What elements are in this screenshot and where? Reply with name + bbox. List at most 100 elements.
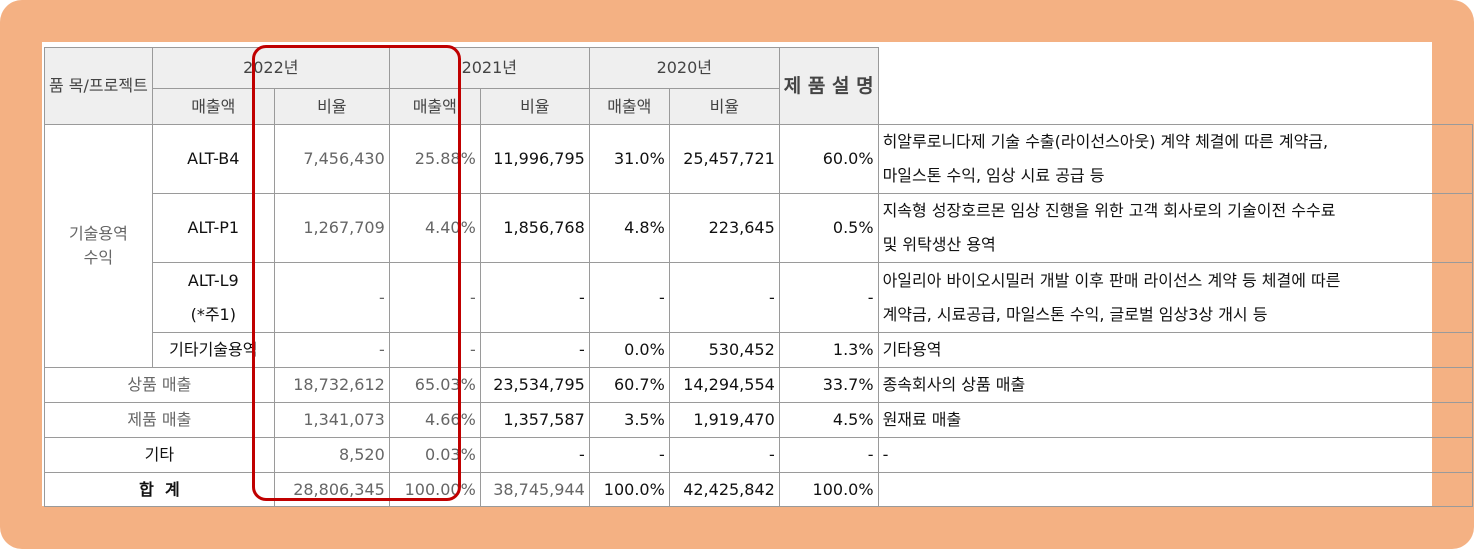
value-cell: 8,520 bbox=[273, 437, 390, 473]
text: 비율 bbox=[520, 96, 550, 116]
text: 히알루로니다제 기술 수출(라이선스아웃) 계약 체결에 따른 계약금, bbox=[882, 132, 1329, 151]
value-cell: 1,357,587 bbox=[479, 402, 590, 438]
text: 수익 bbox=[83, 248, 114, 267]
text: 계약금, 시료공급, 마일스톤 수익, 글로벌 임상3상 개시 등 bbox=[882, 304, 1268, 324]
text: - bbox=[379, 340, 385, 359]
text: 0.5% bbox=[832, 218, 874, 237]
value-cell: 31.0% bbox=[588, 124, 670, 194]
text: 매출액 bbox=[412, 96, 457, 116]
text: 11,996,795 bbox=[493, 149, 585, 168]
text: 60.7% bbox=[613, 375, 665, 394]
item-cell: 제품 매출 bbox=[44, 402, 275, 438]
text: - bbox=[470, 340, 476, 359]
text: ALT-L9 bbox=[187, 270, 239, 290]
text: 1.3% bbox=[832, 340, 874, 359]
highlight-box bbox=[252, 45, 461, 501]
text: - bbox=[867, 445, 874, 464]
value-cell: 4.8% bbox=[588, 193, 670, 263]
text: 4.40% bbox=[424, 218, 476, 237]
value-cell: - bbox=[479, 332, 590, 368]
text: 1,357,587 bbox=[503, 410, 585, 429]
text: 42,425,842 bbox=[683, 479, 775, 499]
description-header: 제 품 설 명 bbox=[778, 47, 879, 125]
text: 8,520 bbox=[338, 445, 385, 464]
value-cell: - bbox=[588, 437, 670, 473]
value-cell: 14,294,554 bbox=[668, 367, 780, 403]
text: 4.5% bbox=[832, 410, 874, 429]
value-cell: 38,745,944 bbox=[479, 472, 590, 507]
text: 2022년 bbox=[243, 58, 299, 77]
text: - bbox=[379, 287, 385, 307]
text: - bbox=[470, 287, 476, 307]
item-cell: 기타 bbox=[44, 437, 275, 473]
text: - bbox=[882, 445, 889, 464]
year-header: 2020년 bbox=[588, 47, 780, 89]
value-cell: - bbox=[668, 437, 780, 473]
value-cell: 0.5% bbox=[778, 193, 879, 263]
text: 3.5% bbox=[624, 410, 665, 429]
sales-header: 매출액 bbox=[588, 88, 670, 125]
text: 100.0% bbox=[603, 479, 665, 499]
text: 1,856,768 bbox=[503, 218, 585, 237]
row: 합 계 28,806,345 100.00% 38,745,944 100.0% 42,4… bbox=[44, 472, 1473, 507]
text: 비율 bbox=[709, 96, 740, 116]
text: 4.66% bbox=[424, 410, 476, 429]
value-cell: 60.7% bbox=[588, 367, 670, 403]
description-cell bbox=[877, 472, 1473, 507]
text: 60.0% bbox=[822, 149, 874, 168]
text: 지속형 성장호르몬 임상 진행을 위한 고객 회사로의 기술이전 수수료 bbox=[882, 201, 1336, 220]
value-cell: 530,452 bbox=[668, 332, 780, 368]
description-cell: 원재료 매출 bbox=[877, 402, 1473, 438]
value-cell: - bbox=[388, 332, 481, 368]
value-cell: 223,645 bbox=[668, 193, 780, 263]
value-cell: - bbox=[273, 262, 390, 333]
text: - bbox=[579, 287, 585, 307]
text: 4.8% bbox=[624, 218, 665, 237]
text: 및 위탁생산 용역 bbox=[882, 235, 996, 254]
text: - bbox=[579, 340, 585, 359]
text: 2021년 bbox=[461, 58, 518, 77]
text: - bbox=[659, 445, 665, 464]
text: 7,456,430 bbox=[303, 149, 385, 168]
text: 비율 bbox=[317, 96, 347, 116]
total-label: 합 계 bbox=[44, 472, 275, 507]
ratio-header: 비율 bbox=[479, 88, 590, 125]
text: 기술용역 bbox=[68, 224, 128, 243]
value-cell: 1,267,709 bbox=[273, 193, 390, 263]
text: 합 계 bbox=[139, 479, 180, 499]
value-cell: - bbox=[479, 262, 590, 333]
value-cell: 100.0% bbox=[778, 472, 879, 507]
text: 33.7% bbox=[822, 375, 874, 394]
text: - bbox=[867, 287, 874, 307]
text: 1,267,709 bbox=[303, 218, 385, 237]
value-cell: 60.0% bbox=[778, 124, 879, 194]
text: 18,732,612 bbox=[293, 375, 385, 394]
text: 종속회사의 상품 매출 bbox=[882, 375, 1026, 394]
text: 1,341,073 bbox=[303, 410, 385, 429]
text: ALT-P1 bbox=[187, 218, 240, 237]
value-cell: 1.3% bbox=[778, 332, 879, 368]
text: 품 목/프로젝트 bbox=[49, 76, 148, 95]
text: 기타용역 bbox=[882, 340, 942, 359]
row: ALT-P1 1,267,709 4.40% 1,856,768 4.8% 223,645… bbox=[45, 193, 1473, 263]
text: 0.0% bbox=[624, 340, 665, 359]
value-cell: 100.0% bbox=[588, 472, 670, 507]
description-cell: 기타용역 bbox=[877, 332, 1473, 368]
value-cell: 4.5% bbox=[778, 402, 879, 438]
text: 38,745,944 bbox=[493, 479, 585, 499]
text: 100.0% bbox=[812, 479, 874, 499]
text: 25,457,721 bbox=[683, 149, 775, 168]
text: 530,452 bbox=[708, 340, 775, 359]
description-cell: 종속회사의 상품 매출 bbox=[877, 367, 1473, 403]
ratio-header: 비율 bbox=[668, 88, 780, 125]
value-cell: 28,806,345 bbox=[273, 472, 390, 507]
text: ALT-B4 bbox=[187, 149, 240, 168]
text: 23,534,795 bbox=[493, 375, 585, 394]
description-cell: 히알루로니다제 기술 수출(라이선스아웃) 계약 체결에 따른 계약금, 마일스톤… bbox=[877, 124, 1473, 194]
text: (*주1) bbox=[190, 304, 236, 324]
description-cell: - bbox=[877, 437, 1473, 473]
value-cell: 1,856,768 bbox=[479, 193, 590, 263]
